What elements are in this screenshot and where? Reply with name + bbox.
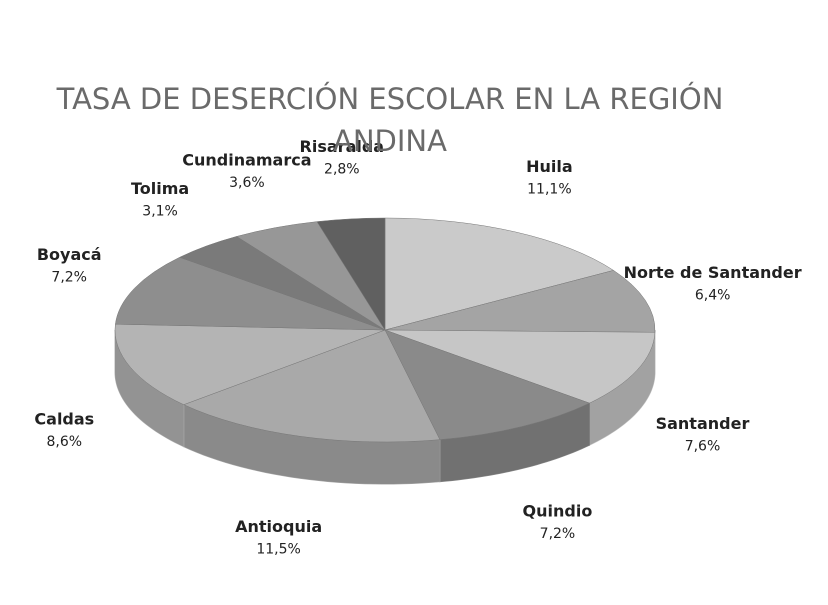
slice-label: Caldas xyxy=(34,409,94,428)
slice-label: Boyacá xyxy=(37,245,102,264)
slice-side-shade xyxy=(589,332,655,446)
pie-side xyxy=(114,329,656,485)
slice xyxy=(384,329,656,404)
slice-label: Santander xyxy=(656,414,750,433)
value-label: 11,5% xyxy=(256,541,300,557)
slice-side-shade xyxy=(183,404,440,484)
slice xyxy=(316,217,386,331)
value-label: 7,2% xyxy=(51,270,87,286)
value-label: 3,6% xyxy=(229,175,265,191)
slice-side-shade xyxy=(115,330,184,447)
slice-label: Cundinamarca xyxy=(182,151,311,170)
slice xyxy=(115,256,386,331)
value-label: 2,8% xyxy=(324,161,360,177)
value-label: 8,6% xyxy=(47,434,83,450)
slice xyxy=(384,329,591,440)
slice xyxy=(114,323,386,405)
chart-title: TASA DE DESERCIÓN ESCOLAR EN LA REGIÓN A… xyxy=(56,82,724,158)
value-label: 7,6% xyxy=(685,438,721,454)
value-label: 11,1% xyxy=(527,182,571,198)
slice-label: Huila xyxy=(526,157,573,176)
slice xyxy=(384,217,615,331)
value-label: 7,2% xyxy=(540,526,576,542)
slice-label: Antioquia xyxy=(235,517,322,536)
slice-side-shade xyxy=(439,403,590,482)
slice-label: Quindio xyxy=(523,501,593,520)
value-label: 6,4% xyxy=(695,288,731,304)
slice xyxy=(384,270,656,333)
slice-label: Norte de Santander xyxy=(624,263,802,282)
value-label: 3,1% xyxy=(142,204,178,220)
slice-label: Tolima xyxy=(131,179,189,198)
slice xyxy=(183,329,441,443)
slice-label: Risaralda xyxy=(300,137,385,156)
